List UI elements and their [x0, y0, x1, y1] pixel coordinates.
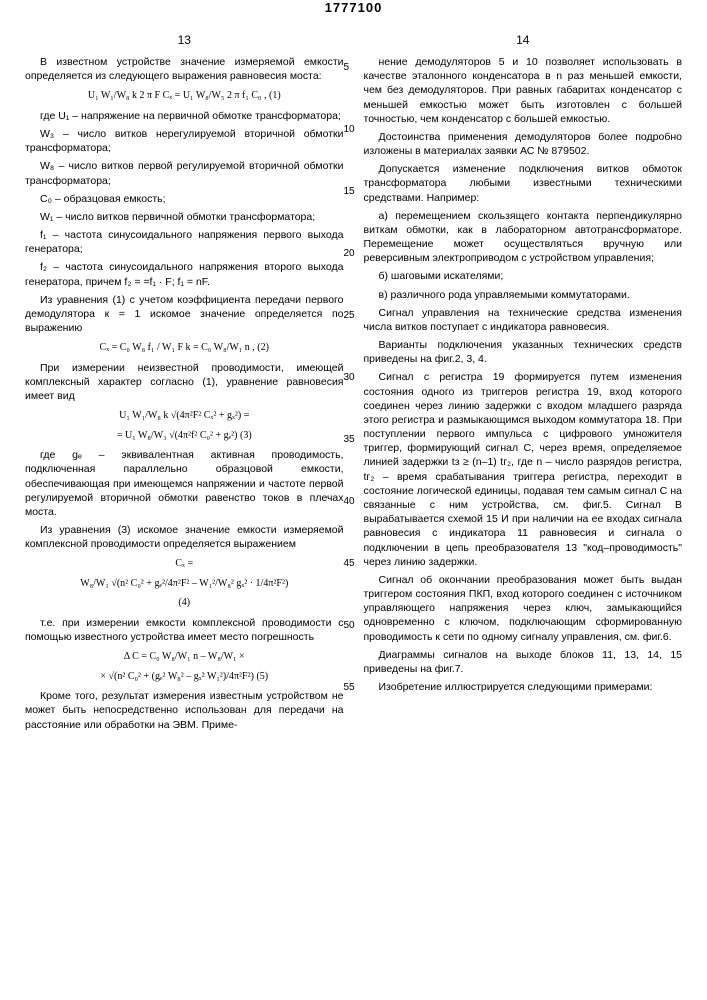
left-column: 13 В известном устройстве значение измер… — [25, 33, 344, 736]
ln: 35 — [344, 435, 355, 445]
formula-4a: Cₓ = — [25, 557, 344, 571]
para: W₃ – число витков нерегулируемой вторичн… — [25, 127, 344, 155]
para: W₁ – число витков первичной обмотки тран… — [25, 210, 344, 224]
para: Сигнал управления на технические средств… — [364, 306, 683, 334]
list-item: в) различного рода управляемыми коммутат… — [364, 288, 683, 302]
para: Изобретение иллюстрируется следующими пр… — [364, 680, 683, 694]
para: Сигнал об окончании преобразования может… — [364, 573, 683, 644]
ln: 10 — [344, 125, 355, 135]
para: Допускается изменение подключения витков… — [364, 162, 683, 205]
para: При измерении неизвестной проводимости, … — [25, 361, 344, 404]
list-item: б) шаговыми искателями; — [364, 269, 683, 283]
ln: 20 — [344, 249, 355, 259]
formula-4b: W₈/W₁ √(n² C₀² + gₑ²/4π²F² – W₁²/W₈² gₓ²… — [25, 577, 344, 591]
right-page-number: 14 — [364, 33, 683, 47]
list-item: а) перемещением скользящего контакта пер… — [364, 209, 683, 266]
ln: 55 — [344, 683, 355, 693]
formula-5b: × √(n² C₀² + (gₑ² W₈² – gₓ² W₁²)/4π²F²) … — [25, 670, 344, 684]
formula-5a: Δ C = C₀ W₈/W₁ n – W₈/W₁ × — [25, 650, 344, 664]
formula-4c: (4) — [25, 596, 344, 610]
para: Кроме того, результат измерения известны… — [25, 689, 344, 732]
right-column: 14 5 10 15 20 25 30 35 40 45 50 55 нение… — [364, 33, 683, 736]
formula-1: U₁ W₁/W₈ k 2 π F Cₓ = U₁ W₈/W₅ 2 π f₁ C₀… — [25, 89, 344, 103]
page-content: 13 В известном устройстве значение измер… — [0, 23, 707, 746]
para: Достоинства применения демодуляторов бол… — [364, 130, 683, 158]
doc-number: 1777100 — [0, 0, 707, 15]
line-numbers: 5 10 15 20 25 30 35 40 45 50 55 — [344, 63, 355, 693]
para: где gₑ – эквивалентная активная проводим… — [25, 448, 344, 519]
ln: 50 — [344, 621, 355, 631]
para: т.е. при измерении емкости комплексной п… — [25, 616, 344, 644]
para: Из уравнения (3) искомое значение емкост… — [25, 523, 344, 551]
ln: 45 — [344, 559, 355, 569]
para: C₀ – образцовая емкость; — [25, 192, 344, 206]
ln: 15 — [344, 187, 355, 197]
formula-3b: = U₁ W₈/W₃ √(4π²f² C₀² + gₑ²) (3) — [25, 429, 344, 443]
para: В известном устройстве значение измеряем… — [25, 55, 344, 83]
formula-2: Cₓ = C₀ W₈ f₁ / W₁ F k = C₀ W₈/W₁ n , (2… — [25, 341, 344, 355]
para: где U₁ – напряжение на первичной обмотке… — [25, 109, 344, 123]
formula-3a: U₁ W₁/W₈ k √(4π²F² Cₓ² + gₓ²) = — [25, 409, 344, 423]
para: Из уравнения (1) с учетом коэффициента п… — [25, 293, 344, 336]
para: Сигнал с регистра 19 формируется путем и… — [364, 370, 683, 568]
ln: 40 — [344, 497, 355, 507]
ln: 30 — [344, 373, 355, 383]
para: W₈ – число витков первой регулируемой вт… — [25, 159, 344, 187]
para: f₂ – частота синусоидального напряжения … — [25, 260, 344, 288]
ln: 25 — [344, 311, 355, 321]
para: Диаграммы сигналов на выходе блоков 11, … — [364, 648, 683, 676]
left-page-number: 13 — [25, 33, 344, 47]
ln: 5 — [344, 63, 355, 73]
para: f₁ – частота синусоидального напряжения … — [25, 228, 344, 256]
para: Варианты подключения указанных техническ… — [364, 338, 683, 366]
para: нение демодуляторов 5 и 10 позволяет исп… — [364, 55, 683, 126]
